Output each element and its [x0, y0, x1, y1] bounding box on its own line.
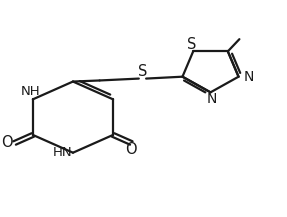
Text: N: N — [244, 70, 254, 84]
Text: N: N — [207, 92, 217, 106]
Text: O: O — [1, 135, 13, 150]
Text: NH: NH — [21, 85, 40, 98]
Text: S: S — [187, 37, 197, 52]
Text: HN: HN — [53, 146, 72, 159]
Text: O: O — [125, 142, 137, 157]
Text: S: S — [138, 64, 147, 79]
